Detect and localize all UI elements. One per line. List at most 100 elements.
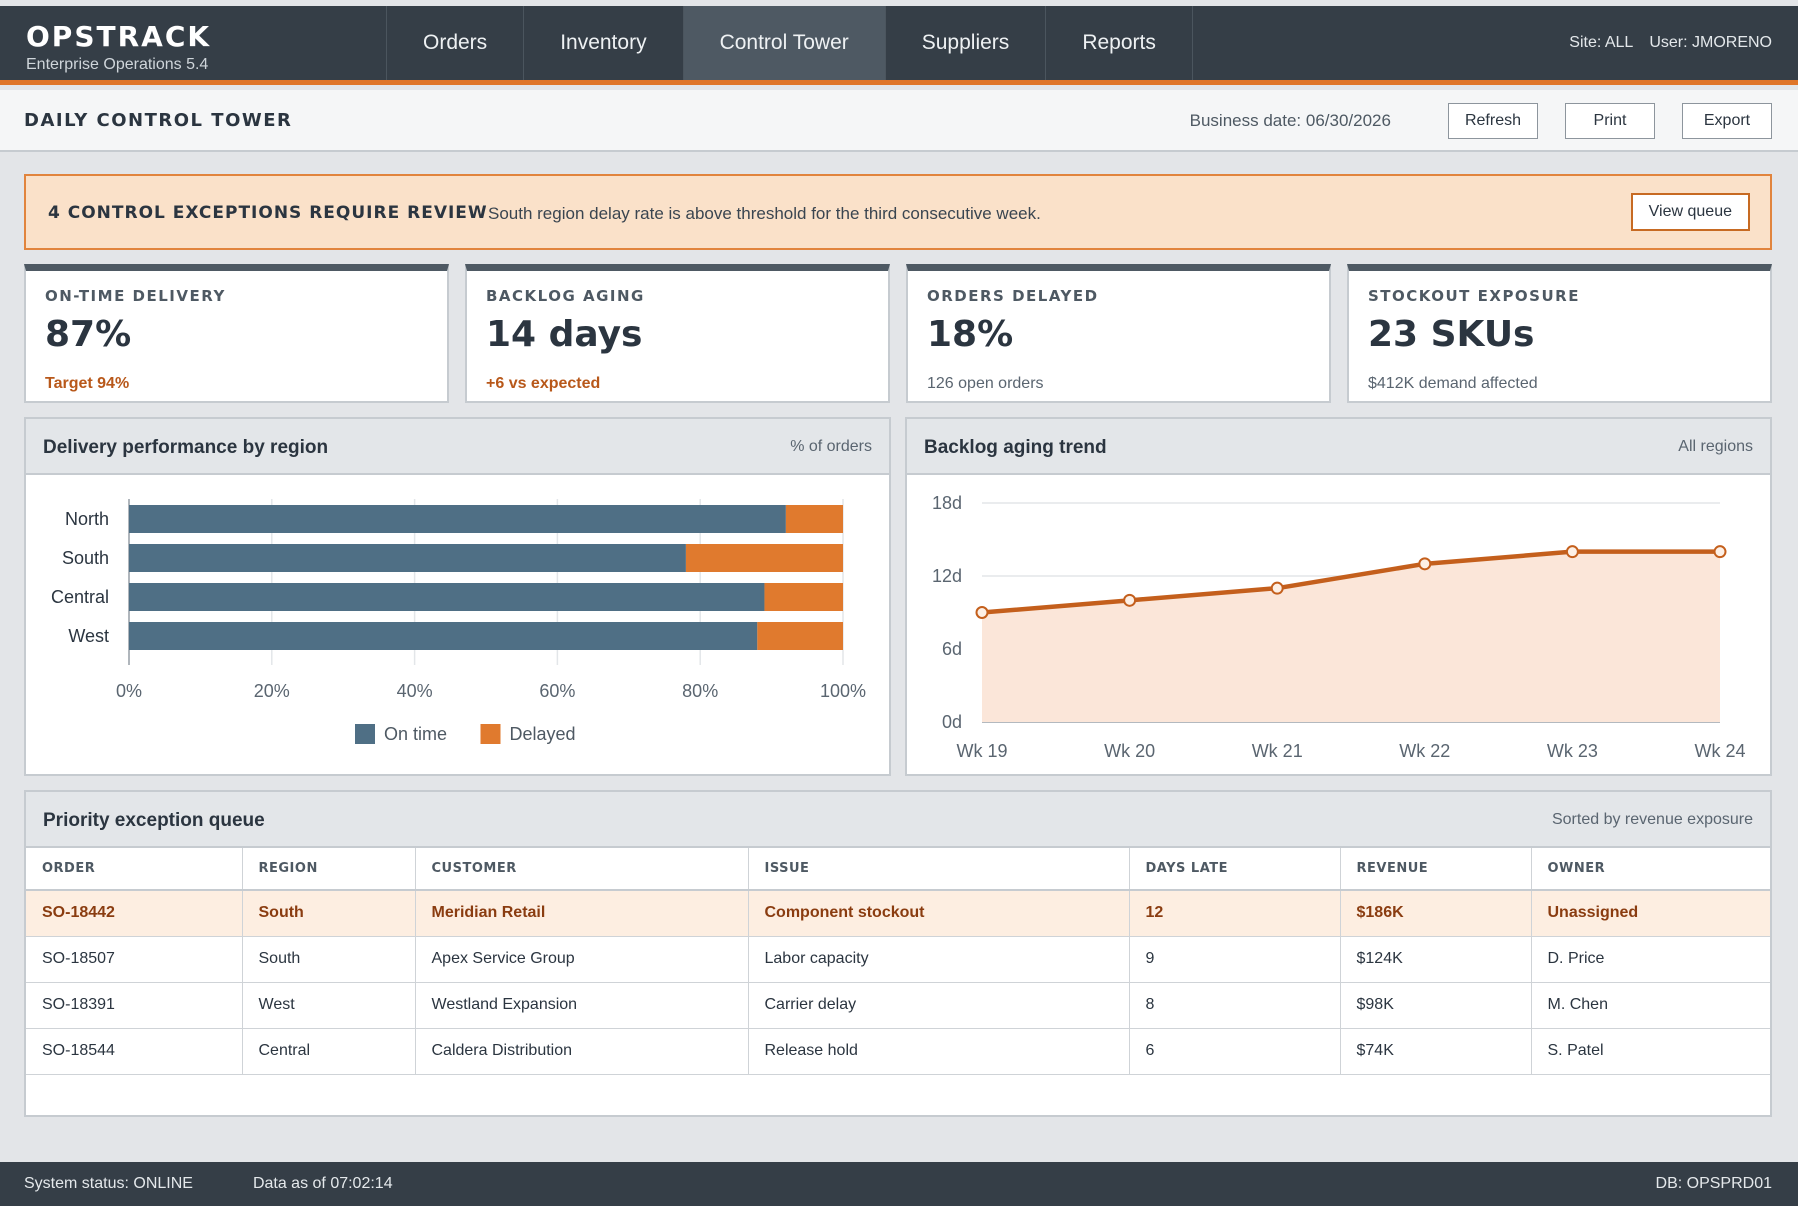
- cell-days-late: 9: [1129, 936, 1341, 983]
- legend-label: Delayed: [510, 724, 576, 744]
- cell-order: SO-18391: [26, 982, 243, 1029]
- site-selector: Site: ALL: [1569, 34, 1634, 51]
- main-nav: Orders Inventory Control Tower Suppliers…: [386, 6, 1193, 80]
- refresh-button[interactable]: Refresh: [1447, 103, 1538, 139]
- tab-control-tower[interactable]: Control Tower: [682, 6, 885, 80]
- data-point: [975, 606, 989, 619]
- y-tick-label: 0d: [942, 712, 962, 732]
- legend-swatch: [480, 724, 501, 744]
- brand: OPSTRACK Enterprise Operations 5.4: [26, 20, 211, 74]
- bar-on-time: [129, 583, 765, 611]
- table-row[interactable]: SO-18507 South Apex Service Group Labor …: [26, 936, 1770, 983]
- panel-header: Priority exception queue Sorted by reven…: [26, 792, 1770, 848]
- legend-label: On time: [384, 724, 447, 744]
- kpi-value: 14 days: [486, 314, 643, 355]
- col-customer[interactable]: CUSTOMER: [415, 848, 749, 891]
- panel-title: Delivery performance by region: [43, 437, 329, 458]
- kpi-value: 23 SKUs: [1368, 314, 1535, 355]
- cell-owner: D. Price: [1531, 936, 1770, 983]
- kpi-sub: +6 vs expected: [486, 375, 601, 392]
- data-point: [1270, 581, 1284, 595]
- x-tick-label: Wk 24: [1694, 741, 1745, 761]
- x-tick-label: 60%: [539, 681, 575, 701]
- kpi-backlog-aging: BACKLOG AGING 14 days +6 vs expected: [465, 264, 890, 403]
- data-point: [1123, 593, 1137, 607]
- x-tick-label: 20%: [254, 681, 290, 701]
- brand-version: Enterprise Operations 5.4: [26, 56, 209, 73]
- col-region[interactable]: REGION: [242, 848, 416, 891]
- alert-title: 4 CONTROL EXCEPTIONS REQUIRE REVIEW: [48, 203, 488, 223]
- data-point: [1565, 545, 1579, 559]
- kpi-value: 87%: [45, 314, 132, 355]
- data-timestamp: Data as of 07:02:14: [252, 1175, 393, 1192]
- bar-delayed: [757, 622, 843, 650]
- alert-message: South region delay rate is above thresho…: [488, 204, 1041, 223]
- cell-region: West: [242, 982, 416, 1029]
- kpi-label: BACKLOG AGING: [486, 287, 645, 305]
- cell-issue: Release hold: [748, 1028, 1130, 1075]
- tab-inventory[interactable]: Inventory: [523, 6, 682, 80]
- panel-note: % of orders: [790, 438, 872, 455]
- col-owner[interactable]: OWNER: [1531, 848, 1770, 891]
- table-row[interactable]: SO-18442 South Meridian Retail Component…: [26, 890, 1770, 937]
- x-tick-label: Wk 21: [1252, 741, 1303, 761]
- col-issue[interactable]: ISSUE: [748, 848, 1130, 891]
- brand-name: OPSTRACK: [26, 20, 212, 53]
- cell-region: South: [242, 936, 416, 983]
- cell-days-late: 8: [1129, 982, 1341, 1029]
- x-tick-label: 80%: [682, 681, 718, 701]
- tab-reports[interactable]: Reports: [1045, 6, 1193, 80]
- cell-owner: M. Chen: [1531, 982, 1770, 1029]
- table-row[interactable]: SO-18544 Central Caldera Distribution Re…: [26, 1028, 1770, 1075]
- y-tick-label: 6d: [942, 639, 962, 659]
- y-tick-label: 18d: [932, 493, 962, 513]
- col-order[interactable]: ORDER: [26, 848, 243, 891]
- delivery-performance-panel: Delivery performance by region % of orde…: [24, 417, 891, 776]
- cell-days-late: 12: [1129, 890, 1341, 937]
- cell-revenue: $186K: [1340, 890, 1532, 937]
- panel-title: Priority exception queue: [43, 810, 265, 831]
- cell-region: South: [242, 890, 416, 937]
- series-line: [981, 549, 1720, 615]
- cell-revenue: $124K: [1340, 936, 1532, 983]
- exceptions-alert: 4 CONTROL EXCEPTIONS REQUIRE REVIEW Sout…: [24, 174, 1772, 250]
- kpi-on-time-delivery: ON-TIME DELIVERY 87% Target 94%: [24, 264, 449, 403]
- cell-issue: Carrier delay: [748, 982, 1130, 1029]
- x-tick-label: 40%: [397, 681, 433, 701]
- panel-header: Delivery performance by region % of orde…: [26, 419, 889, 475]
- tab-orders[interactable]: Orders: [386, 6, 523, 80]
- col-days-late[interactable]: DAYS LATE: [1129, 848, 1341, 891]
- x-tick-label: Wk 23: [1547, 741, 1598, 761]
- delivery-bar-chart: 0% 20% 40% 60% 80% 100% North South Central West O…: [51, 499, 866, 744]
- top-bar: OPSTRACK Enterprise Operations 5.4 Order…: [0, 6, 1798, 85]
- cell-owner: S. Patel: [1531, 1028, 1770, 1075]
- bar-on-time: [129, 622, 758, 650]
- export-button[interactable]: Export: [1682, 103, 1772, 139]
- bar-delayed: [785, 505, 843, 533]
- table-header-row: ORDER REGION CUSTOMER ISSUE DAYS LATE RE…: [26, 848, 1770, 891]
- category-label: West: [68, 626, 109, 646]
- cell-customer: Caldera Distribution: [415, 1028, 749, 1075]
- kpi-label: ON-TIME DELIVERY: [45, 287, 226, 305]
- data-point: [1418, 557, 1432, 571]
- data-point: [1713, 545, 1727, 559]
- kpi-sub: $412K demand affected: [1368, 375, 1538, 392]
- exception-table: ORDER REGION CUSTOMER ISSUE DAYS LATE RE…: [26, 848, 1770, 1075]
- x-tick-label: 0%: [116, 681, 142, 701]
- system-status: System status: ONLINE: [24, 1175, 193, 1192]
- category-label: South: [62, 548, 109, 568]
- page-actions: Business date: 06/30/2026 Refresh Print …: [1190, 103, 1772, 139]
- cell-days-late: 6: [1129, 1028, 1341, 1075]
- page-title: DAILY CONTROL TOWER: [24, 110, 293, 131]
- cell-issue: Component stockout: [748, 890, 1130, 937]
- view-queue-button[interactable]: View queue: [1630, 193, 1750, 231]
- cell-customer: Apex Service Group: [415, 936, 749, 983]
- print-button[interactable]: Print: [1565, 103, 1655, 139]
- tab-suppliers[interactable]: Suppliers: [884, 6, 1046, 80]
- bar-delayed: [764, 583, 843, 611]
- cell-revenue: $74K: [1340, 1028, 1532, 1075]
- session-info: Site: ALL User: JMORENO: [1569, 6, 1772, 80]
- backlog-line-chart: 0d 6d 12d 18d Wk 19 Wk 20 Wk 21 Wk 22 Wk 23 Wk 24: [932, 493, 1746, 761]
- col-revenue[interactable]: REVENUE: [1340, 848, 1532, 891]
- table-row[interactable]: SO-18391 West Westland Expansion Carrier…: [26, 982, 1770, 1029]
